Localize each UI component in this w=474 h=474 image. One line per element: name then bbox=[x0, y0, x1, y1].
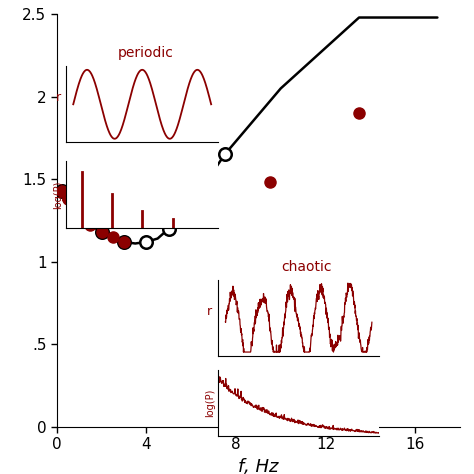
Text: periodic: periodic bbox=[117, 46, 173, 60]
Y-axis label: log(P): log(P) bbox=[205, 389, 215, 417]
X-axis label: f, Hz: f, Hz bbox=[238, 457, 279, 474]
Y-axis label: r: r bbox=[207, 305, 212, 318]
Y-axis label: log(P): log(P) bbox=[54, 180, 64, 209]
Y-axis label: r: r bbox=[55, 91, 61, 104]
Text: chaotic: chaotic bbox=[282, 260, 332, 273]
